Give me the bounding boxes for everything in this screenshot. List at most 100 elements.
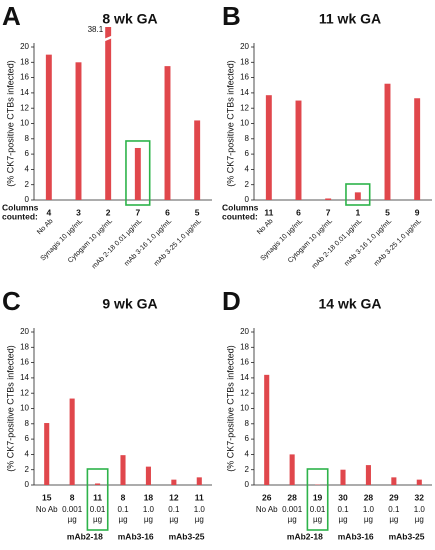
- y-tick-label: 6: [25, 149, 30, 158]
- y-tick-label: 16: [20, 358, 29, 367]
- highlight-box: [306, 468, 329, 531]
- bar: [289, 454, 295, 485]
- columns-label: Columns: [222, 202, 259, 212]
- chart-title: 11 wk GA: [319, 11, 381, 27]
- group-label: mAb3-25: [389, 531, 425, 541]
- y-tick-label: 6: [245, 434, 250, 443]
- bar: [44, 423, 50, 485]
- y-tick-label: 18: [20, 342, 29, 351]
- y-tick-label: 2: [25, 180, 30, 189]
- y-tick-label: 8: [245, 134, 250, 143]
- bar: [145, 466, 151, 485]
- y-tick-label: 4: [25, 165, 30, 174]
- bar: [95, 483, 101, 485]
- y-tick-label: 20: [240, 42, 249, 51]
- y-tick-label: 12: [240, 388, 249, 397]
- y-tick-label: 18: [240, 342, 249, 351]
- y-tick-label: 12: [240, 103, 249, 112]
- highlight-box: [125, 140, 151, 206]
- value-label: 38.1: [88, 25, 104, 34]
- columns-counted: 9: [415, 207, 420, 217]
- columns-counted: 18: [144, 492, 154, 502]
- x-tick-label: 1.0: [414, 505, 426, 514]
- bar: [45, 54, 52, 201]
- columns-counted: 4: [46, 207, 51, 217]
- y-tick-label: 16: [240, 358, 249, 367]
- columns-label: Columns: [2, 202, 39, 212]
- y-tick-label: 18: [240, 57, 249, 66]
- columns-counted: 26: [262, 492, 272, 502]
- bar: [340, 469, 346, 485]
- columns-counted: 11: [195, 492, 204, 502]
- bar: [164, 66, 171, 200]
- y-axis-label: (% CK7-positive CTBs infected): [225, 60, 235, 187]
- bar: [414, 98, 421, 200]
- columns-label: counted:: [222, 211, 258, 221]
- x-tick-label: No Ab: [36, 505, 58, 514]
- x-tick-label: µg: [68, 515, 77, 524]
- bar: [75, 62, 82, 200]
- y-tick-label: 14: [20, 88, 29, 97]
- y-tick-label: 20: [20, 42, 29, 51]
- bar: [194, 120, 201, 200]
- y-tick-label: 10: [20, 404, 29, 413]
- bar: [105, 27, 112, 200]
- x-tick-label: µg: [313, 515, 322, 524]
- columns-counted: 3: [76, 207, 81, 217]
- y-tick-label: 6: [245, 149, 250, 158]
- columns-counted: 11: [93, 492, 102, 502]
- y-tick-label: 20: [240, 327, 249, 336]
- group-label: mAb3-25: [169, 531, 205, 541]
- x-tick-label: 1.0: [363, 505, 375, 514]
- columns-counted: 7: [326, 207, 331, 217]
- y-tick-label: 4: [245, 165, 250, 174]
- bar: [196, 477, 202, 485]
- chart-title: 14 wk GA: [318, 296, 381, 312]
- panel-label: D: [222, 286, 241, 316]
- highlight-box: [86, 468, 109, 531]
- group-label: mAb2-18: [287, 531, 323, 541]
- y-tick-label: 14: [240, 88, 249, 97]
- x-tick-label: No Ab: [256, 505, 278, 514]
- x-tick-label: 0.01: [310, 505, 326, 514]
- x-tick-label: µg: [195, 515, 204, 524]
- y-axis-label: (% CK7-positive CTBs infected): [225, 345, 235, 472]
- x-tick-label: µg: [389, 515, 398, 524]
- y-tick-label: 10: [240, 119, 249, 128]
- bar: [295, 100, 302, 200]
- columns-counted: 8: [121, 492, 126, 502]
- y-tick-label: 2: [25, 465, 30, 474]
- columns-counted: 15: [42, 492, 52, 502]
- bar: [69, 398, 75, 485]
- y-tick-label: 18: [20, 57, 29, 66]
- y-tick-label: 8: [245, 419, 250, 428]
- y-tick-label: 12: [20, 103, 29, 112]
- y-tick-label: 16: [20, 73, 29, 82]
- x-tick-label: µg: [415, 515, 424, 524]
- bar: [325, 198, 332, 200]
- columns-counted: 28: [364, 492, 374, 502]
- y-axis-label: (% CK7-positive CTBs infected): [5, 345, 15, 472]
- bar: [171, 479, 177, 485]
- chart-title: 8 wk GA: [102, 11, 157, 27]
- columns-counted: 5: [195, 207, 200, 217]
- group-label: mAb3-16: [118, 531, 154, 541]
- x-tick-label: 0.1: [117, 505, 129, 514]
- columns-counted: 11: [264, 207, 273, 217]
- x-tick-label: 1.0: [143, 505, 155, 514]
- chart-title: 9 wk GA: [102, 296, 157, 312]
- x-tick-label: mAb 2-18 0.01 µg/mL: [91, 218, 144, 271]
- y-tick-label: 14: [20, 373, 29, 382]
- bar: [120, 455, 126, 485]
- columns-counted: 28: [287, 492, 297, 502]
- columns-counted: 6: [296, 207, 301, 217]
- y-tick-label: 12: [20, 388, 29, 397]
- x-tick-label: µg: [338, 515, 347, 524]
- y-tick-label: 0: [25, 480, 30, 489]
- x-tick-label: 0.001: [282, 505, 303, 514]
- bar: [391, 477, 397, 485]
- y-tick-label: 10: [20, 119, 29, 128]
- y-tick-label: 20: [20, 327, 29, 336]
- x-tick-label: 0.001: [62, 505, 83, 514]
